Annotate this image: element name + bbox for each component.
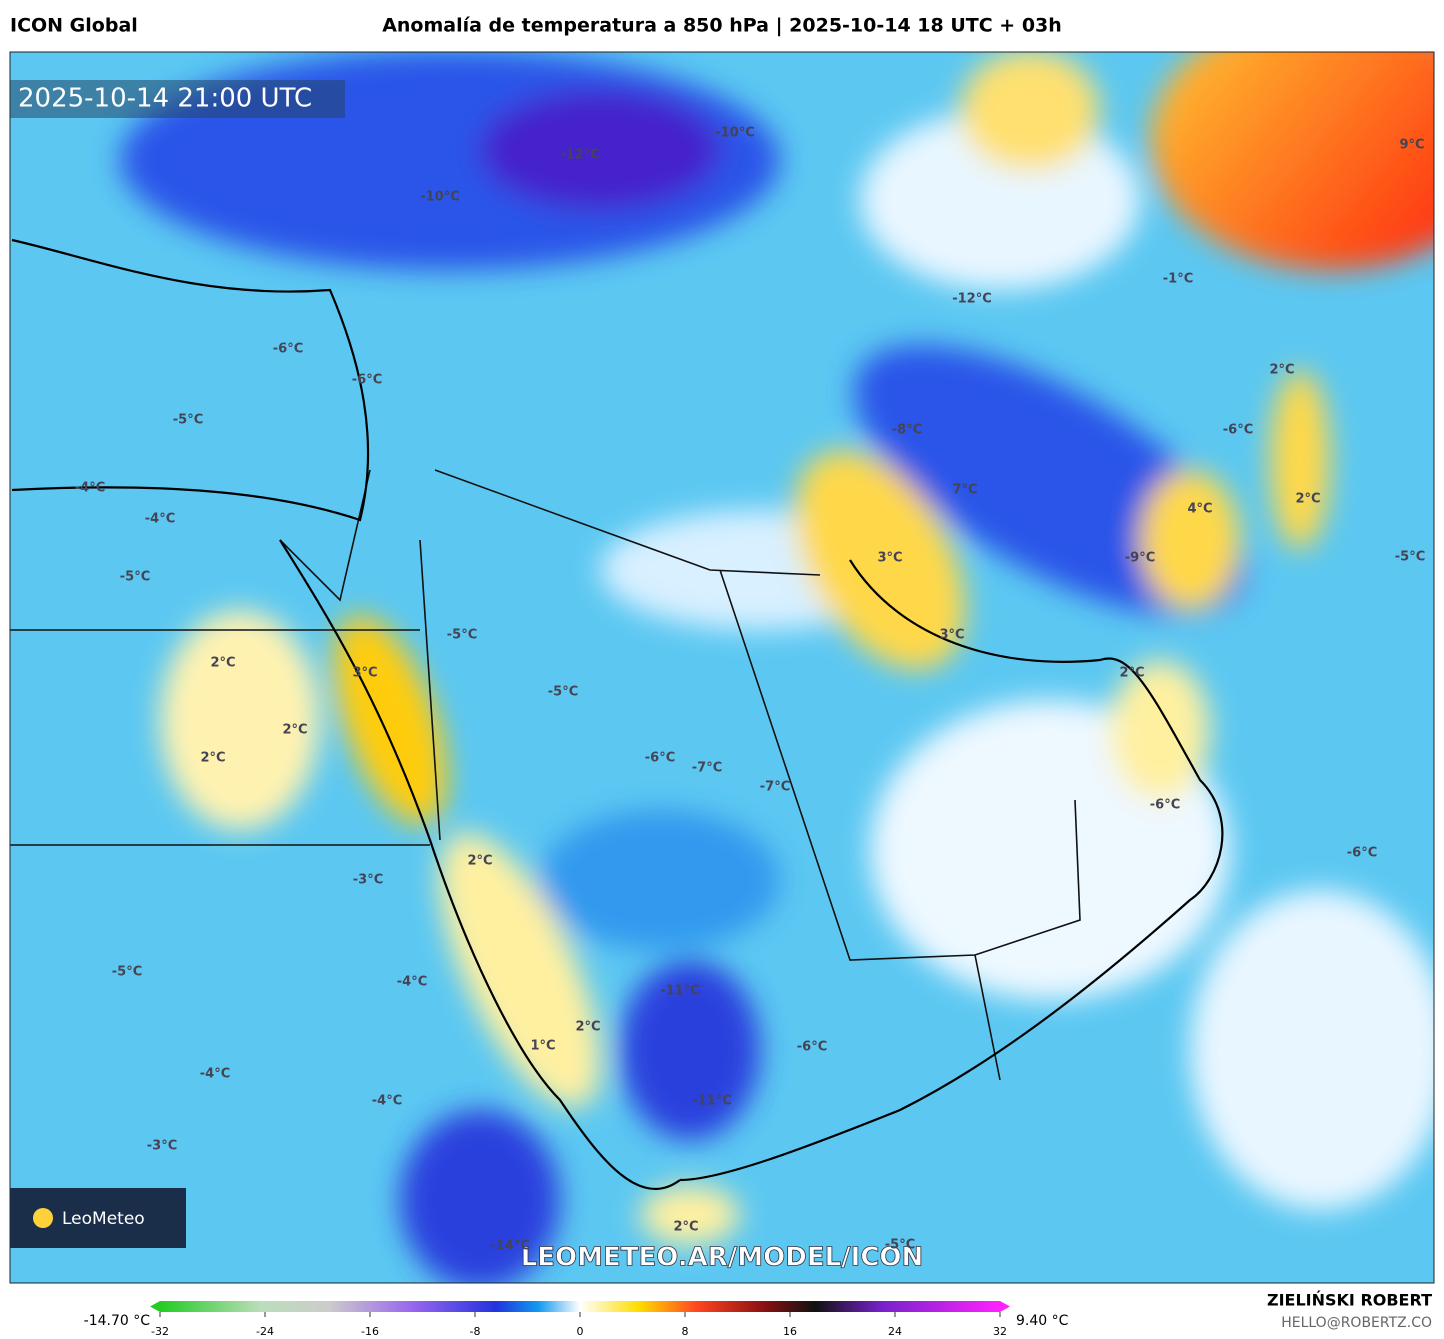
model-name: ICON Global (10, 15, 138, 37)
temperature-label: -6°C (273, 342, 303, 357)
email: HELLO@ROBERTZ.CO (1281, 1315, 1432, 1331)
watermark: LEOMETEO.AR/MODEL/ICON (521, 1243, 924, 1273)
borders (10, 469, 1081, 1081)
temperature-label: -9°C (1125, 551, 1155, 566)
temperature-label: -4°C (75, 481, 105, 496)
colorbar-tick-label: -32 (151, 1325, 169, 1338)
temperature-label: 3°C (877, 551, 902, 566)
temperature-label: 2°C (1295, 492, 1320, 507)
temperature-label: -10°C (715, 126, 755, 141)
author: ZIELIŃSKI ROBERT (1267, 1291, 1432, 1310)
colorbar-tick-label: 8 (682, 1325, 689, 1338)
temperature-label: 1°C (530, 1039, 555, 1054)
temperature-label: -4°C (397, 975, 427, 990)
temperature-label: 3°C (939, 628, 964, 643)
temperature-label: -6°C (1223, 423, 1253, 438)
coastline (11, 238, 1224, 1191)
temperature-label: -5°C (548, 685, 578, 700)
temperature-label: -5°C (112, 965, 142, 980)
colorbar-tick-label: 16 (783, 1325, 797, 1338)
temperature-label: 2°C (575, 1020, 600, 1035)
temperature-label: -4°C (372, 1094, 402, 1109)
temperature-label: 2°C (673, 1220, 698, 1235)
temperature-label: -12°C (560, 148, 600, 163)
temperature-label: 3°C (352, 666, 377, 681)
timestamp: 2025-10-14 21:00 UTC (18, 84, 312, 114)
map-title: Anomalía de temperatura a 850 hPa | 2025… (382, 15, 1062, 37)
colorbar-max-arrow (1000, 1301, 1010, 1312)
temperature-label: 2°C (210, 656, 235, 671)
colorbar-tick-label: -8 (470, 1325, 481, 1338)
temperature-label: -7°C (760, 780, 790, 795)
temperature-label: -11°C (692, 1094, 732, 1109)
colorbar-tick-label: 24 (888, 1325, 902, 1338)
temperature-label: 4°C (1187, 502, 1212, 517)
temperature-label: -10°C (420, 190, 460, 205)
map-frame (9, 51, 1435, 1284)
colorbar-max: 9.40 °C (1016, 1313, 1069, 1329)
temperature-label: -6°C (1347, 846, 1377, 861)
temperature-label: -7°C (692, 761, 722, 776)
logo: LeoMeteo (62, 1209, 145, 1229)
temperature-label: -12°C (952, 292, 992, 307)
colorbar-tick-label: -16 (361, 1325, 379, 1338)
temperature-label: 2°C (1269, 363, 1294, 378)
temperature-label: -6°C (352, 373, 382, 388)
temperature-label: -11°C (660, 984, 700, 999)
temperature-label: -5°C (885, 1238, 915, 1253)
colorbar-min-arrow (150, 1301, 160, 1312)
map-area (10, 52, 1434, 1283)
temperature-label: -6°C (1150, 798, 1180, 813)
temperature-label: 2°C (200, 751, 225, 766)
temperature-label: 2°C (1119, 666, 1144, 681)
colorbar-tick-label: 32 (993, 1325, 1007, 1338)
temperature-label: 2°C (467, 854, 492, 869)
temperature-label: -3°C (147, 1139, 177, 1154)
temperature-label: -5°C (447, 628, 477, 643)
temperature-label: -14°C (490, 1239, 530, 1254)
timestamp-box (10, 80, 345, 118)
logo-sun (33, 1208, 53, 1228)
temperature-label: 9°C (1399, 138, 1424, 153)
temperature-label: -3°C (353, 873, 383, 888)
anomaly-field (120, 52, 1434, 1283)
temperature-label: -6°C (797, 1040, 827, 1055)
temperature-label: -8°C (892, 423, 922, 438)
colorbar-min: -14.70 °C (84, 1313, 151, 1329)
temperature-label: 2°C (282, 723, 307, 738)
temperature-label: -1°C (1163, 272, 1193, 287)
colorbar (160, 1301, 1000, 1312)
temperature-label: -4°C (145, 512, 175, 527)
temperature-label: -6°C (645, 751, 675, 766)
colorbar-tick-label: 0 (577, 1325, 584, 1338)
colorbar-tick-label: -24 (256, 1325, 274, 1338)
temperature-label: 7°C (952, 483, 977, 498)
temperature-label: -5°C (1395, 550, 1425, 565)
temperature-label: -4°C (200, 1067, 230, 1082)
temperature-label: -5°C (173, 413, 203, 428)
temperature-label: -5°C (120, 570, 150, 585)
